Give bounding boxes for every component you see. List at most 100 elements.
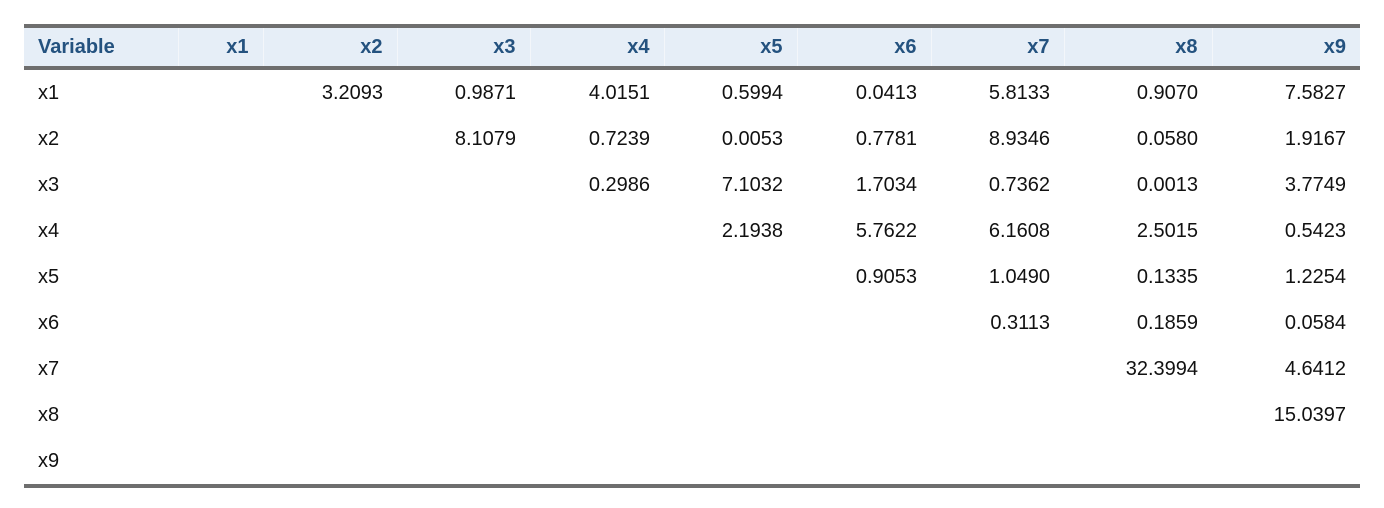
table-row: x2 8.1079 0.7239 0.0053 0.7781 8.9346 0.0580 1.… (24, 116, 1360, 162)
table-row: x9 (24, 438, 1360, 486)
empty-cell (530, 208, 664, 254)
empty-cell (664, 346, 797, 392)
cell: 1.9167 (1284, 127, 1346, 150)
empty-cell (397, 392, 530, 438)
empty-cell (530, 346, 664, 392)
empty-cell (178, 254, 263, 300)
row-label: x3 (38, 173, 60, 196)
empty-cell (263, 116, 397, 162)
cell: 0.2986 (588, 173, 650, 196)
empty-cell (178, 438, 263, 486)
cell: 8.1079 (454, 127, 516, 150)
empty-cell (797, 300, 931, 346)
cell: 0.9871 (454, 81, 516, 104)
cell: 15.0397 (1273, 403, 1346, 426)
empty-cell (530, 300, 664, 346)
cell: 7.1032 (721, 173, 783, 196)
cell: 0.9070 (1136, 81, 1198, 104)
cell: 0.0013 (1136, 173, 1198, 196)
cell: 0.0413 (855, 81, 917, 104)
empty-cell (178, 346, 263, 392)
table-row: x1 3.2093 0.9871 4.0151 0.5994 0.0413 5.8133 0.… (24, 68, 1360, 116)
empty-cell (178, 392, 263, 438)
empty-cell (664, 438, 797, 486)
empty-cell (530, 254, 664, 300)
cell: 5.7622 (855, 219, 917, 242)
empty-cell (178, 162, 263, 208)
cell: 0.5423 (1284, 219, 1346, 242)
table-row: x4 2.1938 5.7622 6.1608 2.5015 0.5423 (24, 208, 1360, 254)
empty-cell (263, 438, 397, 486)
column-header: x9 (1323, 35, 1346, 58)
cell: 0.0053 (721, 127, 783, 150)
empty-cell (397, 254, 530, 300)
row-label: x6 (38, 311, 60, 334)
empty-cell (178, 116, 263, 162)
empty-cell (263, 346, 397, 392)
cell: 32.3994 (1125, 357, 1198, 380)
empty-cell (178, 208, 263, 254)
cell: 3.2093 (321, 81, 383, 104)
cell: 4.6412 (1284, 357, 1346, 380)
cell: 0.7362 (988, 173, 1050, 196)
cell: 0.5994 (721, 81, 783, 104)
empty-cell (178, 300, 263, 346)
empty-cell (530, 392, 664, 438)
empty-cell (397, 208, 530, 254)
empty-cell (397, 162, 530, 208)
cell: 0.7781 (855, 127, 917, 150)
row-label: x8 (38, 403, 60, 426)
row-label: x9 (38, 449, 60, 472)
empty-cell (931, 346, 1064, 392)
empty-cell (263, 300, 397, 346)
column-header: x2 (263, 26, 398, 68)
cell: 2.1938 (721, 219, 783, 242)
empty-cell (797, 438, 931, 486)
table-header: Variable x1 x2 x3 x4 x5 x6 x7 x8 x9 (24, 26, 1360, 68)
empty-cell (530, 438, 664, 486)
table-row: x6 0.3113 0.1859 0.0584 (24, 300, 1360, 346)
table-row: x8 15.0397 (24, 392, 1360, 438)
empty-cell (1212, 438, 1360, 486)
cell: 6.1608 (988, 219, 1050, 242)
cell: 3.7749 (1284, 173, 1346, 196)
row-label: x4 (38, 219, 60, 242)
table-row: x5 0.9053 1.0490 0.1335 1.2254 (24, 254, 1360, 300)
row-label: x5 (38, 265, 60, 288)
cell: 0.7239 (588, 127, 650, 150)
cell: 0.1859 (1136, 311, 1198, 334)
empty-cell (263, 392, 397, 438)
table-row: x3 0.2986 7.1032 1.7034 0.7362 0.0013 3.7749 (24, 162, 1360, 208)
empty-cell (664, 300, 797, 346)
empty-cell (397, 438, 530, 486)
table-body: x1 3.2093 0.9871 4.0151 0.5994 0.0413 5.8133 0.… (24, 68, 1360, 486)
cell: 0.0580 (1136, 127, 1198, 150)
cell: 0.3113 (990, 311, 1050, 334)
row-label: x7 (38, 357, 60, 380)
empty-cell (931, 438, 1064, 486)
empty-cell (178, 68, 263, 116)
empty-cell (263, 162, 397, 208)
column-header: x8 (1064, 26, 1213, 68)
empty-cell (263, 254, 397, 300)
cell: 1.0490 (988, 265, 1050, 288)
column-header: x5 (664, 26, 798, 68)
empty-cell (1064, 392, 1212, 438)
cell: 0.9053 (855, 265, 917, 288)
column-header: x7 (931, 26, 1065, 68)
empty-cell (664, 392, 797, 438)
column-header: x3 (397, 26, 531, 68)
empty-cell (397, 300, 530, 346)
correlation-table: Variable x1 x2 x3 x4 x5 x6 x7 x8 x9 x1 3.2093 0.987… (24, 24, 1360, 488)
empty-cell (1064, 438, 1212, 486)
empty-cell (797, 392, 931, 438)
empty-cell (797, 346, 931, 392)
cell: 1.7034 (855, 173, 917, 196)
column-header: Variable (24, 26, 179, 68)
empty-cell (397, 346, 530, 392)
column-header: x4 (530, 26, 665, 68)
row-label: x1 (38, 81, 60, 104)
header-row: Variable x1 x2 x3 x4 x5 x6 x7 x8 x9 (24, 26, 1360, 68)
cell: 0.1335 (1136, 265, 1198, 288)
